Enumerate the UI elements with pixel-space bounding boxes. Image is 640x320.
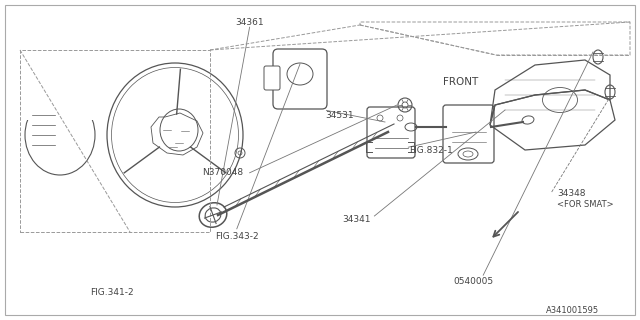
Text: <FOR SMAT>: <FOR SMAT> xyxy=(557,200,613,209)
Text: FIG.341-2: FIG.341-2 xyxy=(90,288,134,297)
Text: N370048: N370048 xyxy=(202,168,243,177)
Text: 0540005: 0540005 xyxy=(454,277,493,286)
FancyBboxPatch shape xyxy=(367,107,415,158)
Text: FIG.832-1: FIG.832-1 xyxy=(410,146,453,155)
Text: FIG.343-2: FIG.343-2 xyxy=(215,232,259,241)
Text: 34361: 34361 xyxy=(236,18,264,27)
Text: FRONT: FRONT xyxy=(443,76,479,87)
Text: 34348: 34348 xyxy=(557,189,586,198)
Text: 34531: 34531 xyxy=(325,111,353,120)
FancyBboxPatch shape xyxy=(264,66,280,90)
Bar xyxy=(20,60,100,120)
Text: 34341: 34341 xyxy=(342,215,371,224)
Text: A341001595: A341001595 xyxy=(546,306,600,315)
FancyBboxPatch shape xyxy=(273,49,327,109)
FancyBboxPatch shape xyxy=(443,105,494,163)
